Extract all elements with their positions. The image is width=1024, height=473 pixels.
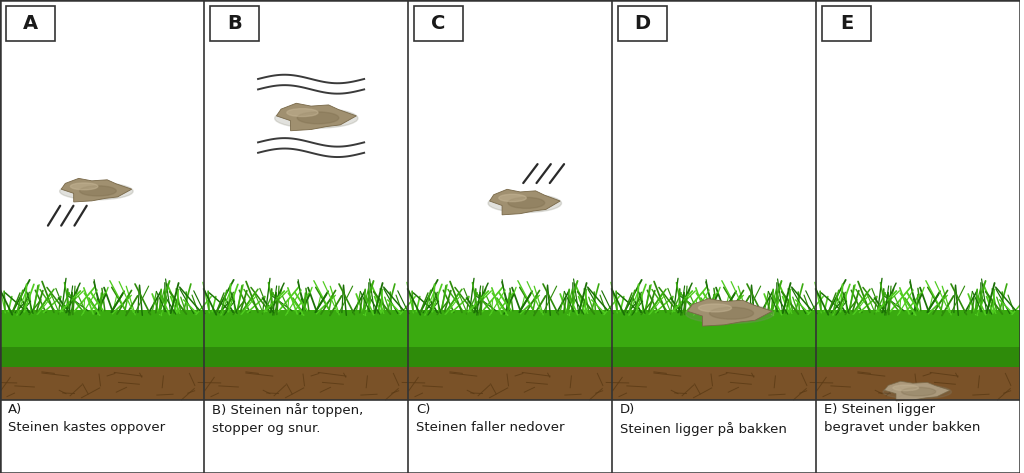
Bar	[0, 347, 204, 367]
Bar	[822, 6, 871, 41]
Bar	[612, 347, 816, 367]
Bar	[612, 310, 816, 367]
Ellipse shape	[287, 109, 318, 116]
Text: E) Steinen ligger
begravet under bakken: E) Steinen ligger begravet under bakken	[824, 403, 981, 435]
Ellipse shape	[71, 183, 98, 190]
Ellipse shape	[698, 304, 731, 312]
Text: A: A	[23, 14, 38, 33]
Bar	[0, 310, 204, 367]
Ellipse shape	[893, 385, 919, 391]
Bar	[204, 367, 408, 400]
Text: B: B	[227, 14, 242, 33]
Text: D: D	[635, 14, 650, 33]
Ellipse shape	[297, 112, 339, 124]
Ellipse shape	[901, 387, 936, 396]
Bar	[612, 367, 816, 400]
Ellipse shape	[499, 194, 526, 201]
Bar	[816, 400, 1020, 473]
Ellipse shape	[508, 197, 545, 209]
Bar	[612, 0, 816, 400]
Bar	[210, 6, 259, 41]
Polygon shape	[489, 189, 560, 215]
Bar	[408, 0, 612, 400]
Ellipse shape	[488, 194, 561, 212]
Text: D)
Steinen ligger på bakken: D) Steinen ligger på bakken	[621, 403, 787, 436]
Bar	[204, 310, 408, 367]
Bar	[204, 0, 408, 400]
Bar	[816, 0, 1020, 400]
Ellipse shape	[274, 108, 358, 128]
Bar	[408, 347, 612, 367]
Bar	[204, 347, 408, 367]
Text: B) Steinen når toppen,
stopper og snur.: B) Steinen når toppen, stopper og snur.	[212, 403, 364, 436]
Text: E: E	[840, 14, 853, 33]
Bar	[816, 347, 1020, 367]
Ellipse shape	[59, 183, 133, 200]
Polygon shape	[885, 381, 950, 401]
Bar	[408, 400, 612, 473]
Bar	[204, 400, 408, 473]
Bar	[0, 400, 204, 473]
Bar	[612, 400, 816, 473]
Polygon shape	[687, 298, 772, 326]
Bar	[816, 310, 1020, 367]
Ellipse shape	[710, 307, 754, 319]
Ellipse shape	[686, 304, 774, 324]
Text: C: C	[431, 14, 445, 33]
Bar	[0, 0, 204, 400]
Polygon shape	[276, 103, 356, 131]
Ellipse shape	[80, 186, 117, 196]
Bar	[408, 367, 612, 400]
Text: A)
Steinen kastes oppover: A) Steinen kastes oppover	[8, 403, 165, 435]
Ellipse shape	[883, 385, 951, 399]
Bar	[414, 6, 463, 41]
Polygon shape	[61, 178, 132, 202]
Bar	[618, 6, 667, 41]
Bar	[408, 310, 612, 367]
Bar	[0, 367, 204, 400]
Text: C)
Steinen faller nedover: C) Steinen faller nedover	[416, 403, 564, 435]
Bar	[6, 6, 55, 41]
Bar	[816, 367, 1020, 400]
